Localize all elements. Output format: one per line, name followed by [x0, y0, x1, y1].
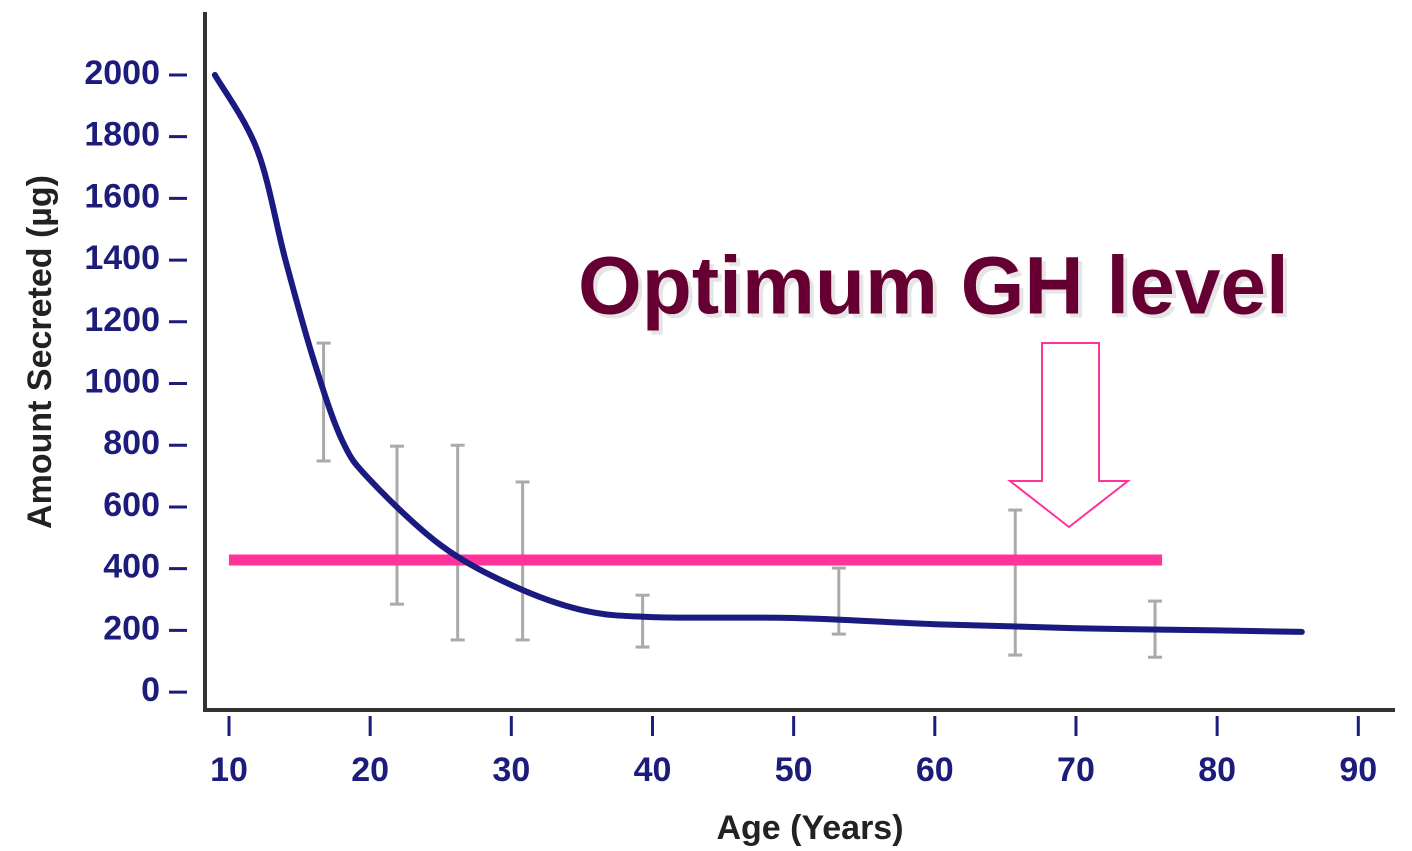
x-tick-label: 60: [916, 751, 954, 789]
y-tick-label: 600: [103, 486, 160, 524]
arrow: [1007, 342, 1131, 529]
y-axis-title: Amount Secreted (µg): [21, 175, 59, 529]
y-tick-label: 0: [141, 671, 160, 709]
y-tick-label: 2000: [84, 54, 160, 92]
annotation-shadow: Optimum GH level: [582, 245, 1293, 336]
x-tick-label: 30: [492, 751, 530, 789]
x-tick-label: 80: [1198, 751, 1236, 789]
x-tick-label: 10: [210, 751, 248, 789]
y-tick-label: 400: [103, 548, 160, 586]
annotation: Optimum GH level: [578, 241, 1289, 332]
y-tick-label: 1800: [84, 116, 160, 154]
x-tick-label: 50: [775, 751, 813, 789]
y-tick-label: 1400: [84, 239, 160, 277]
line: [211, 71, 1305, 635]
y-tick-label: 800: [103, 424, 160, 462]
x-tick-label: 40: [634, 751, 672, 789]
x-tick-label: 70: [1057, 751, 1095, 789]
x-tick-label: 90: [1339, 751, 1377, 789]
x-axis-title: Age (Years): [716, 809, 903, 847]
y-tick-label: 1000: [84, 363, 160, 401]
y-tick-label: 1600: [84, 177, 160, 215]
y-tick-label: 1200: [84, 301, 160, 339]
y-tick-label: 200: [103, 609, 160, 647]
x-tick-label: 20: [351, 751, 389, 789]
